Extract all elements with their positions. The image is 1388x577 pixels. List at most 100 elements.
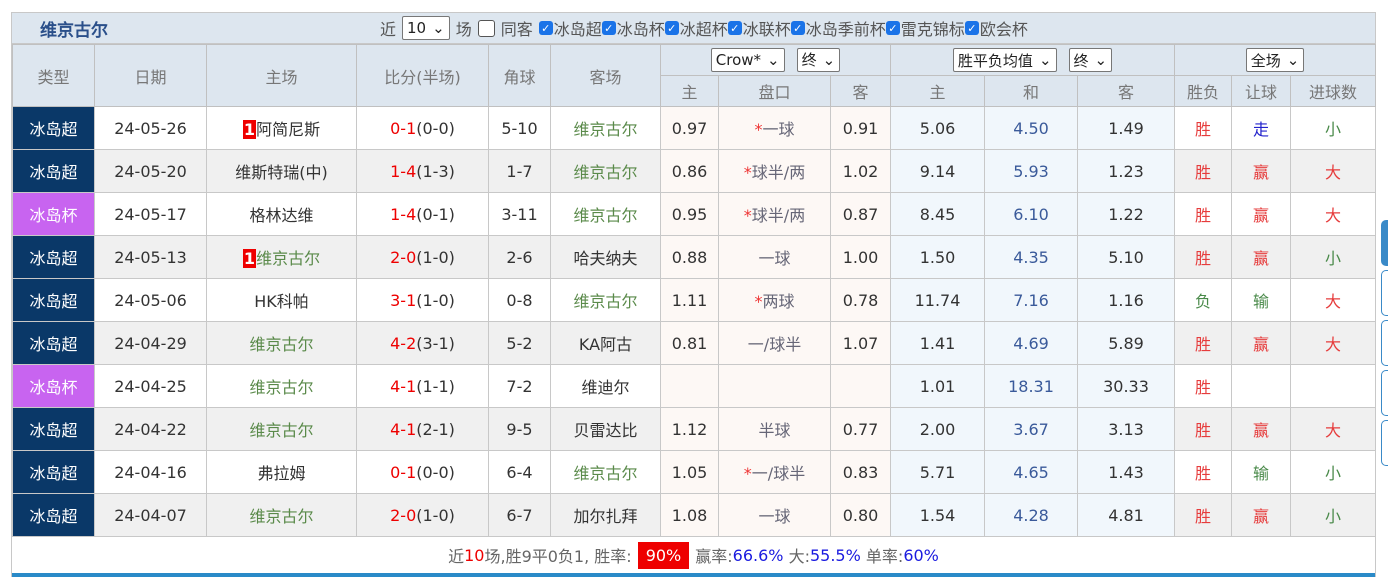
score-cell[interactable]: 4-1(2-1) — [356, 407, 489, 451]
league-label: 冰岛季前杯 — [805, 20, 886, 39]
score-cell[interactable]: 2-0(1-0) — [356, 235, 489, 279]
home-team-cell[interactable]: 弗拉姆 — [206, 450, 357, 494]
result-cell: 胜 — [1174, 407, 1233, 451]
table-row: 冰岛超 24-04-29 维京古尔 4-2(3-1) 5-2 KA阿古 0.81… — [12, 321, 1377, 365]
full-time-score: 1-4 — [390, 204, 417, 224]
summary-footer: 近 10 场,胜9平0负1, 胜率: 90% 赢率: 66.6% 大: 55.5% 单率:… — [12, 537, 1375, 577]
table-row: 冰岛超 24-04-22 维京古尔 4-1(2-1) 9-5 贝雷达比 1.12… — [12, 407, 1377, 451]
period-select[interactable]: 全场 ⌄ — [1245, 48, 1305, 72]
league-cell[interactable]: 冰岛超 — [12, 321, 95, 365]
handicap-result-cell: 赢 — [1231, 149, 1292, 193]
recent-label: 近 — [380, 20, 397, 39]
corner-cell: 5-2 — [488, 321, 551, 365]
away-team-cell[interactable]: 维京古尔 — [550, 278, 661, 322]
home-team-cell[interactable]: 维京古尔 — [206, 407, 357, 451]
score-cell[interactable]: 3-1(1-0) — [356, 278, 489, 322]
score-cell[interactable]: 1-4(0-1) — [356, 192, 489, 236]
score-cell[interactable]: 0-1(0-0) — [356, 450, 489, 494]
goals-result-cell: 大 — [1290, 149, 1377, 193]
col-away: 客场 — [550, 44, 661, 107]
big-value: 55.5% — [809, 545, 861, 565]
odds-home: 1.50 — [890, 235, 986, 279]
match-table: 类型 日期 主场 比分(半场) 角球 客场 Crow* ⌄ 终 ⌄ 胜平负均值 ⌄ 终 ⌄ … — [12, 44, 1377, 537]
home-team-cell[interactable]: 格林达维 — [206, 192, 357, 236]
away-team-cell[interactable]: KA阿古 — [550, 321, 661, 365]
league-cell[interactable]: 冰岛超 — [12, 149, 95, 193]
side-tab[interactable] — [1381, 220, 1388, 266]
league-cell[interactable]: 冰岛杯 — [12, 364, 95, 408]
handicap-result-cell — [1231, 364, 1292, 408]
away-team-cell[interactable]: 贝雷达比 — [550, 407, 661, 451]
away-team-cell[interactable]: 维京古尔 — [550, 192, 661, 236]
league-cell[interactable]: 冰岛超 — [12, 106, 95, 150]
goals-result-cell: 小 — [1290, 106, 1377, 150]
side-tab[interactable] — [1381, 270, 1388, 316]
handicap-line-value: 一球 — [758, 507, 791, 526]
date-cell: 24-04-07 — [94, 493, 207, 537]
away-team-cell[interactable]: 哈夫纳夫 — [550, 235, 661, 279]
result-cell: 胜 — [1174, 149, 1233, 193]
away-team-cell[interactable]: 维京古尔 — [550, 106, 661, 150]
period-value: 全场 — [1250, 51, 1281, 70]
away-team-cell[interactable]: 维京古尔 — [550, 149, 661, 193]
col-h-home: 主 — [660, 75, 719, 107]
handicap-line: *两球 — [718, 278, 831, 322]
side-tab[interactable] — [1381, 420, 1388, 466]
same-guest-checkbox[interactable] — [477, 19, 495, 37]
table-row: 冰岛超 24-04-16 弗拉姆 0-1(0-0) 6-4 维京古尔 1.05 … — [12, 450, 1377, 494]
handicap-home-odds — [660, 364, 719, 408]
league-checkbox[interactable]: ✓ — [664, 21, 679, 35]
score-cell[interactable]: 1-4(1-3) — [356, 149, 489, 193]
league-label: 冰岛超 — [553, 20, 602, 39]
odd-value: 60% — [903, 545, 939, 565]
league-checkbox[interactable]: ✓ — [964, 21, 979, 35]
side-tab[interactable] — [1381, 370, 1388, 416]
home-team-cell[interactable]: 1维京古尔 — [206, 235, 357, 279]
league-checkbox[interactable]: ✓ — [885, 21, 900, 35]
score-cell[interactable]: 4-2(3-1) — [356, 321, 489, 365]
league-checkbox[interactable]: ✓ — [601, 21, 616, 35]
table-row: 冰岛超 24-05-13 1维京古尔 2-0(1-0) 2-6 哈夫纳夫 0.8… — [12, 235, 1377, 279]
handicap-time-select[interactable]: 终 ⌄ — [796, 47, 841, 72]
handicap-company-select[interactable]: Crow* ⌄ — [710, 48, 785, 73]
score-cell[interactable]: 0-1(0-0) — [356, 106, 489, 150]
odds-type-select[interactable]: 胜平负均值 ⌄ — [952, 48, 1057, 72]
league-checkbox[interactable]: ✓ — [538, 21, 553, 35]
home-team-cell[interactable]: 维斯特瑞(中) — [206, 149, 357, 193]
away-team-cell[interactable]: 维迪尔 — [550, 364, 661, 408]
result-cell: 胜 — [1174, 192, 1233, 236]
recent-count-select[interactable]: 10 ⌄ — [402, 16, 450, 40]
odds-header: 胜平负均值 ⌄ 终 ⌄ — [890, 44, 1176, 76]
home-team-cell[interactable]: 1阿简尼斯 — [206, 106, 357, 150]
side-tab[interactable] — [1381, 320, 1388, 366]
league-cell[interactable]: 冰岛超 — [12, 450, 95, 494]
half-time-score: (2-1) — [416, 419, 455, 439]
home-team-cell[interactable]: 维京古尔 — [206, 321, 357, 365]
odds-time-select[interactable]: 终 ⌄ — [1068, 48, 1113, 72]
home-team-cell[interactable]: 维京古尔 — [206, 364, 357, 408]
home-team-cell[interactable]: HK科帕 — [206, 278, 357, 322]
score-cell[interactable]: 2-0(1-0) — [356, 493, 489, 537]
odds-home: 8.45 — [890, 192, 986, 236]
big-label: 大: — [788, 547, 810, 566]
handicap-line: *球半/两 — [718, 192, 831, 236]
odds-time-value: 终 — [1073, 51, 1089, 70]
league-cell[interactable]: 冰岛超 — [12, 407, 95, 451]
home-team-name: 维京古尔 — [249, 421, 314, 440]
league-cell[interactable]: 冰岛超 — [12, 493, 95, 537]
league-cell[interactable]: 冰岛杯 — [12, 192, 95, 236]
league-cell[interactable]: 冰岛超 — [12, 278, 95, 322]
home-team-name: 阿简尼斯 — [256, 120, 321, 139]
home-team-cell[interactable]: 维京古尔 — [206, 493, 357, 537]
half-time-score: (1-0) — [416, 505, 455, 525]
away-team-cell[interactable]: 加尔扎拜 — [550, 493, 661, 537]
col-home: 主场 — [206, 44, 357, 107]
league-cell[interactable]: 冰岛超 — [12, 235, 95, 279]
score-cell[interactable]: 4-1(1-1) — [356, 364, 489, 408]
league-checkbox[interactable]: ✓ — [727, 21, 742, 35]
away-team-cell[interactable]: 维京古尔 — [550, 450, 661, 494]
league-checkbox[interactable]: ✓ — [790, 21, 805, 35]
handicap-line-value: 球半/两 — [751, 163, 806, 182]
date-cell: 24-05-06 — [94, 278, 207, 322]
handicap-away-odds: 1.07 — [829, 321, 892, 365]
